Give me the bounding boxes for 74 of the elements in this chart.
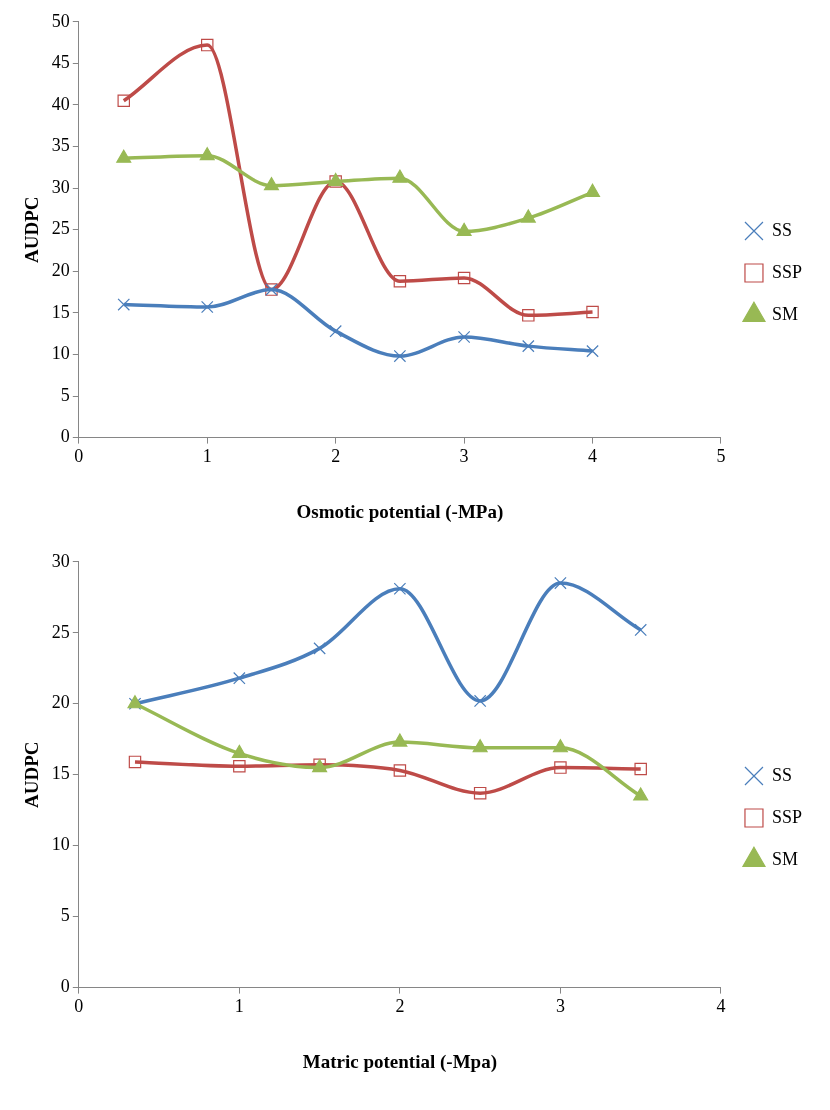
- point: [522, 309, 535, 322]
- point: [520, 209, 536, 223]
- legend-label: SM: [771, 303, 798, 324]
- point: [231, 744, 247, 759]
- y-axis-title: AUDPC: [21, 196, 43, 263]
- point: [128, 755, 142, 769]
- point: [393, 582, 407, 596]
- point: [393, 275, 407, 288]
- point: [392, 169, 408, 183]
- x-tick-label: 5: [716, 446, 726, 467]
- y-tick-label: 20: [51, 260, 70, 281]
- y-tick-label: 25: [51, 218, 70, 239]
- y-tick-label: 0: [60, 426, 70, 447]
- x-tick-label: 3: [555, 996, 565, 1017]
- point: [233, 671, 246, 685]
- point: [263, 177, 279, 191]
- x-axis-title: Osmotic potential (-MPa): [296, 500, 504, 523]
- x-tick-label: 4: [716, 996, 726, 1017]
- y-tick-label: 20: [51, 692, 70, 713]
- y-tick-label: 30: [51, 550, 70, 571]
- legend-label: SS: [771, 764, 792, 785]
- x-tick-label: 4: [588, 446, 598, 467]
- y-tick-label: 30: [51, 176, 70, 197]
- y-tick-label: 15: [51, 301, 70, 322]
- x-tick-label: 1: [202, 446, 212, 467]
- x-tick-label: 0: [74, 446, 84, 467]
- point: [586, 344, 599, 358]
- legend-label: SM: [771, 848, 798, 869]
- point: [313, 642, 326, 655]
- y-tick-label: 5: [60, 905, 70, 926]
- x-tick-label: 3: [459, 446, 469, 467]
- point: [473, 694, 487, 708]
- point: [233, 759, 246, 773]
- point: [457, 330, 471, 344]
- x-tick-label: 0: [74, 996, 84, 1017]
- y-tick-label: 40: [51, 93, 70, 114]
- point: [634, 762, 647, 776]
- point: [329, 324, 342, 338]
- point: [200, 300, 214, 314]
- point: [199, 147, 215, 161]
- y-tick-label: 10: [51, 834, 70, 855]
- point: [117, 298, 131, 311]
- x-tick-label: 1: [234, 996, 244, 1017]
- point: [116, 149, 132, 163]
- y-tick-label: 5: [60, 384, 70, 405]
- point: [457, 271, 471, 285]
- y-axis-title: AUDPC: [21, 741, 43, 808]
- y-tick-label: 50: [51, 10, 70, 31]
- point: [456, 222, 472, 236]
- legend-label: SSP: [771, 806, 803, 827]
- point: [633, 787, 649, 801]
- y-tick-label: 25: [51, 621, 70, 642]
- y-tick-label: 0: [60, 976, 70, 997]
- point: [554, 576, 567, 590]
- y-tick-label: 35: [51, 135, 70, 156]
- point: [472, 739, 488, 753]
- x-tick-label: 2: [395, 996, 405, 1017]
- point: [393, 349, 407, 363]
- y-tick-label: 45: [51, 52, 70, 73]
- point: [586, 305, 599, 319]
- point: [634, 623, 647, 637]
- point: [522, 339, 535, 353]
- x-tick-label: 2: [331, 446, 341, 467]
- point: [473, 786, 487, 800]
- x-axis-title: Matric potential (-Mpa): [302, 1050, 497, 1073]
- legend-label: SS: [771, 219, 792, 240]
- legend-label: SSP: [771, 261, 803, 282]
- point: [554, 761, 567, 774]
- point: [393, 764, 407, 777]
- y-tick-label: 10: [51, 343, 70, 364]
- y-tick-label: 15: [51, 763, 70, 784]
- point: [585, 183, 601, 197]
- point: [392, 733, 408, 747]
- point: [552, 739, 568, 753]
